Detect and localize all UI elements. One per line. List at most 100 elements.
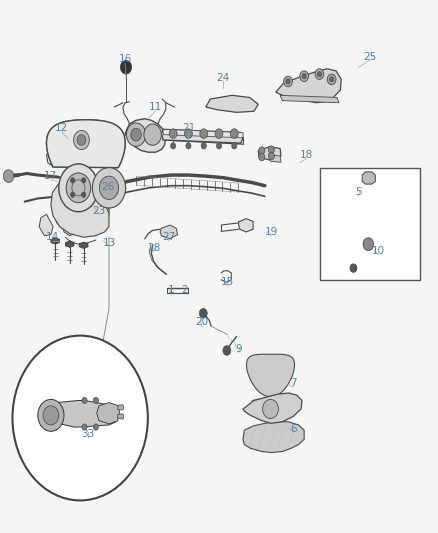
Circle shape (184, 129, 192, 139)
Circle shape (66, 173, 91, 203)
Circle shape (268, 146, 275, 154)
Text: 25: 25 (363, 52, 376, 61)
Text: 11: 11 (149, 102, 162, 112)
Circle shape (38, 399, 64, 431)
Circle shape (201, 143, 206, 149)
Text: 18: 18 (300, 150, 313, 160)
Text: 2: 2 (181, 286, 187, 295)
Text: 17: 17 (44, 171, 57, 181)
Text: 5: 5 (355, 187, 362, 197)
Polygon shape (243, 422, 304, 453)
Polygon shape (163, 130, 243, 138)
Circle shape (81, 177, 86, 183)
Circle shape (77, 135, 86, 146)
Text: 33: 33 (81, 429, 95, 439)
Circle shape (59, 164, 98, 212)
Polygon shape (70, 198, 109, 227)
Circle shape (71, 177, 75, 183)
Polygon shape (79, 242, 88, 248)
Circle shape (263, 399, 279, 418)
Circle shape (350, 264, 357, 272)
Text: 6: 6 (290, 424, 297, 434)
Circle shape (131, 128, 141, 141)
Polygon shape (118, 405, 124, 410)
Text: 24: 24 (217, 73, 230, 83)
Polygon shape (362, 172, 375, 184)
Text: 16: 16 (119, 54, 132, 64)
Circle shape (232, 143, 237, 149)
Circle shape (127, 123, 146, 147)
Circle shape (4, 169, 14, 182)
Polygon shape (46, 120, 125, 168)
Circle shape (286, 79, 290, 84)
Circle shape (199, 309, 207, 318)
Circle shape (300, 71, 308, 82)
Polygon shape (269, 155, 281, 163)
Circle shape (71, 192, 75, 197)
Circle shape (315, 69, 324, 79)
Polygon shape (42, 400, 119, 427)
Circle shape (215, 129, 223, 139)
Text: 9: 9 (235, 344, 242, 354)
Polygon shape (97, 402, 120, 424)
Text: 28: 28 (147, 243, 160, 253)
Polygon shape (118, 414, 124, 419)
Circle shape (302, 74, 306, 79)
Text: 23: 23 (92, 206, 106, 216)
Polygon shape (160, 225, 177, 239)
Circle shape (329, 77, 334, 82)
Text: 12: 12 (55, 123, 68, 133)
Polygon shape (239, 219, 253, 232)
Circle shape (12, 336, 148, 500)
Circle shape (230, 129, 238, 139)
Text: 14: 14 (46, 232, 59, 243)
Circle shape (216, 143, 222, 149)
Polygon shape (51, 179, 109, 237)
Polygon shape (258, 147, 281, 160)
Circle shape (317, 71, 321, 77)
Circle shape (268, 152, 275, 160)
Circle shape (81, 192, 86, 197)
Circle shape (43, 406, 59, 425)
Circle shape (169, 129, 177, 139)
Circle shape (120, 60, 132, 74)
Polygon shape (62, 214, 80, 236)
Polygon shape (39, 214, 53, 236)
Text: 15: 15 (221, 278, 234, 287)
Polygon shape (161, 130, 243, 143)
Text: 13: 13 (103, 238, 117, 247)
Polygon shape (280, 95, 339, 103)
Circle shape (82, 424, 87, 430)
Text: 10: 10 (372, 246, 385, 255)
Circle shape (170, 143, 176, 149)
Circle shape (327, 74, 336, 85)
Text: 27: 27 (162, 232, 175, 243)
Circle shape (74, 131, 89, 150)
Polygon shape (206, 95, 258, 112)
Circle shape (186, 143, 191, 149)
Polygon shape (65, 241, 74, 247)
Text: 20: 20 (195, 317, 208, 327)
Circle shape (259, 154, 265, 161)
Text: 21: 21 (182, 123, 195, 133)
Circle shape (144, 124, 161, 146)
Circle shape (259, 147, 265, 155)
Text: 7: 7 (290, 378, 297, 389)
Circle shape (363, 238, 374, 251)
Circle shape (93, 397, 99, 403)
Circle shape (200, 129, 208, 139)
Text: 26: 26 (101, 182, 114, 192)
Text: 19: 19 (265, 227, 278, 237)
Circle shape (99, 176, 119, 199)
Circle shape (82, 397, 87, 403)
Polygon shape (243, 393, 302, 423)
Circle shape (284, 76, 292, 87)
Circle shape (92, 167, 126, 208)
Polygon shape (51, 238, 60, 244)
FancyBboxPatch shape (320, 168, 420, 280)
Polygon shape (247, 354, 294, 397)
Circle shape (93, 424, 99, 430)
Polygon shape (276, 69, 341, 103)
Text: 1: 1 (168, 286, 174, 295)
Polygon shape (125, 119, 166, 152)
